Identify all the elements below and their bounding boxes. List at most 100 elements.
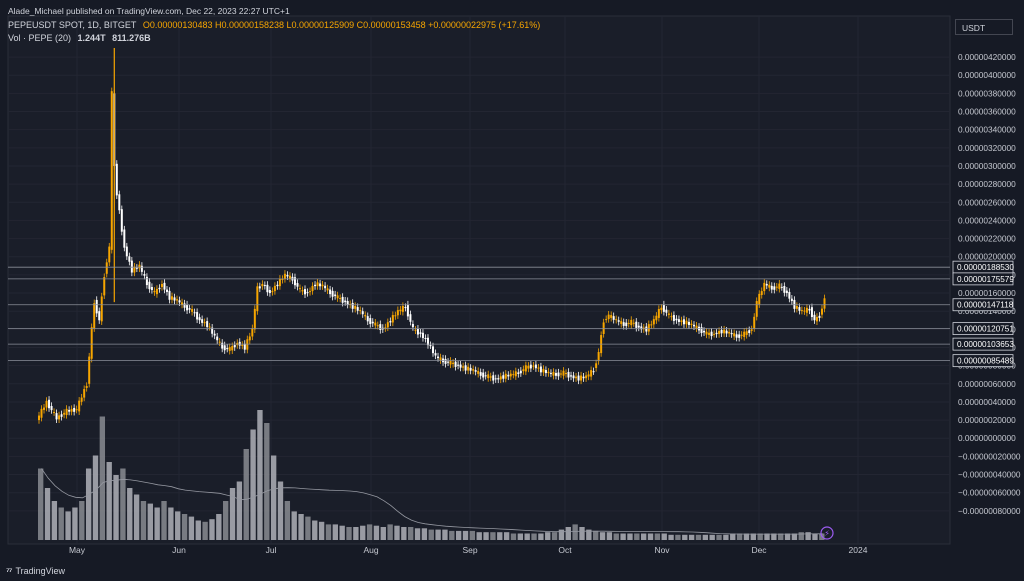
volume-bar: [373, 525, 380, 540]
candle-body: [80, 397, 83, 402]
candle-body: [474, 370, 477, 372]
price-tick-label: 0.00000340000: [958, 125, 1016, 135]
event-lightning-icon[interactable]: [820, 526, 834, 540]
candle-body: [208, 326, 211, 328]
candle-body: [815, 316, 818, 322]
candle-body: [138, 264, 141, 269]
time-tick-label: Oct: [558, 545, 572, 555]
volume-bar: [175, 511, 181, 540]
volume-bar: [702, 534, 709, 540]
candle-body: [394, 315, 397, 317]
volume-bar: [668, 534, 674, 540]
candle-body: [615, 319, 618, 321]
time-tick-label: 2024: [849, 545, 868, 555]
candle-body: [610, 315, 613, 318]
candle-body: [733, 333, 736, 337]
price-tick-label: −0.00000060000: [958, 488, 1021, 498]
volume-bar: [353, 527, 359, 540]
candle-body: [680, 320, 683, 322]
candle-body: [389, 321, 392, 323]
candle-body: [687, 321, 690, 325]
candle-body: [778, 283, 781, 289]
candle-body: [125, 246, 128, 257]
volume-label[interactable]: Vol · PEPE (20): [8, 33, 72, 43]
candle-body: [256, 286, 259, 312]
candle-body: [544, 369, 547, 374]
volume-bar: [791, 533, 798, 540]
volume-bar: [380, 527, 386, 540]
volume-bar: [318, 521, 325, 540]
candle-body: [391, 315, 394, 323]
candle-body: [100, 296, 103, 322]
candle-body: [88, 356, 91, 384]
candle-body: [123, 229, 126, 248]
candle-body: [153, 290, 156, 293]
volume-bar: [723, 534, 729, 540]
symbol-name[interactable]: PEPEUSDT SPOT, 1D, BITGET: [8, 20, 137, 30]
candle-body: [534, 364, 537, 369]
candle-body: [73, 407, 76, 412]
price-tick-label: 0.00000240000: [958, 215, 1016, 225]
volume-bar: [72, 507, 78, 540]
candle-body: [226, 348, 229, 350]
time-tick-label: May: [69, 545, 86, 555]
candle-body: [379, 324, 382, 331]
candle-body: [276, 284, 279, 287]
price-tick-label: 0.00000420000: [958, 52, 1016, 62]
candle-body: [537, 367, 540, 369]
brand-name: TradingView: [15, 565, 65, 576]
candle-body: [396, 310, 399, 316]
volume-bar: [503, 532, 510, 540]
candle-body: [630, 319, 633, 326]
candle-body: [371, 321, 374, 324]
volume-bar: [127, 488, 133, 540]
volume-bar: [599, 532, 606, 540]
candle-body: [452, 362, 455, 365]
candle-body: [703, 330, 706, 333]
candle-body: [231, 346, 234, 351]
currency-selector[interactable]: USDT: [955, 19, 1013, 35]
volume-bar: [209, 519, 215, 540]
published-text: Alade_Michael published on TradingView.c…: [8, 6, 290, 16]
volume-bar: [387, 524, 393, 540]
candle-body: [565, 373, 568, 375]
candle-body: [351, 302, 354, 309]
candle-body: [228, 347, 231, 351]
candle-body: [354, 305, 357, 309]
volume-bar: [270, 455, 277, 540]
candle-body: [509, 373, 512, 377]
candle-body: [326, 288, 329, 291]
volume-bar: [661, 533, 667, 540]
volume-bar: [469, 530, 476, 540]
candle-body: [800, 310, 803, 312]
candle-body: [768, 284, 771, 288]
candle-body: [738, 334, 741, 338]
candle-body: [464, 365, 467, 371]
candle-body: [715, 332, 718, 335]
volume-bar: [421, 528, 428, 540]
candle-body: [650, 324, 653, 326]
candle-body: [103, 277, 106, 296]
candle-body: [218, 341, 221, 343]
candle-body: [449, 360, 452, 365]
candle-body: [374, 322, 377, 326]
candle-body: [477, 371, 480, 374]
candle-body: [660, 307, 663, 311]
candle-body: [755, 301, 758, 317]
candle-body: [416, 328, 419, 335]
candle-body: [720, 329, 723, 334]
candle-body: [612, 316, 615, 320]
candle-body: [723, 329, 726, 334]
candle-body: [278, 278, 281, 287]
volume-bar: [243, 449, 249, 540]
candle-body: [346, 301, 349, 305]
volume-bar: [236, 481, 243, 540]
candle-body: [575, 376, 578, 379]
ohlc-values: O0.00000130483 H0.00000158238 L0.0000012…: [142, 20, 541, 30]
volume-ma-value: 811.276B: [112, 33, 151, 43]
candle-body: [201, 319, 204, 323]
tradingview-logo-icon: ⁷⁷: [6, 565, 13, 576]
candle-body: [339, 297, 342, 299]
candle-body: [775, 286, 778, 288]
